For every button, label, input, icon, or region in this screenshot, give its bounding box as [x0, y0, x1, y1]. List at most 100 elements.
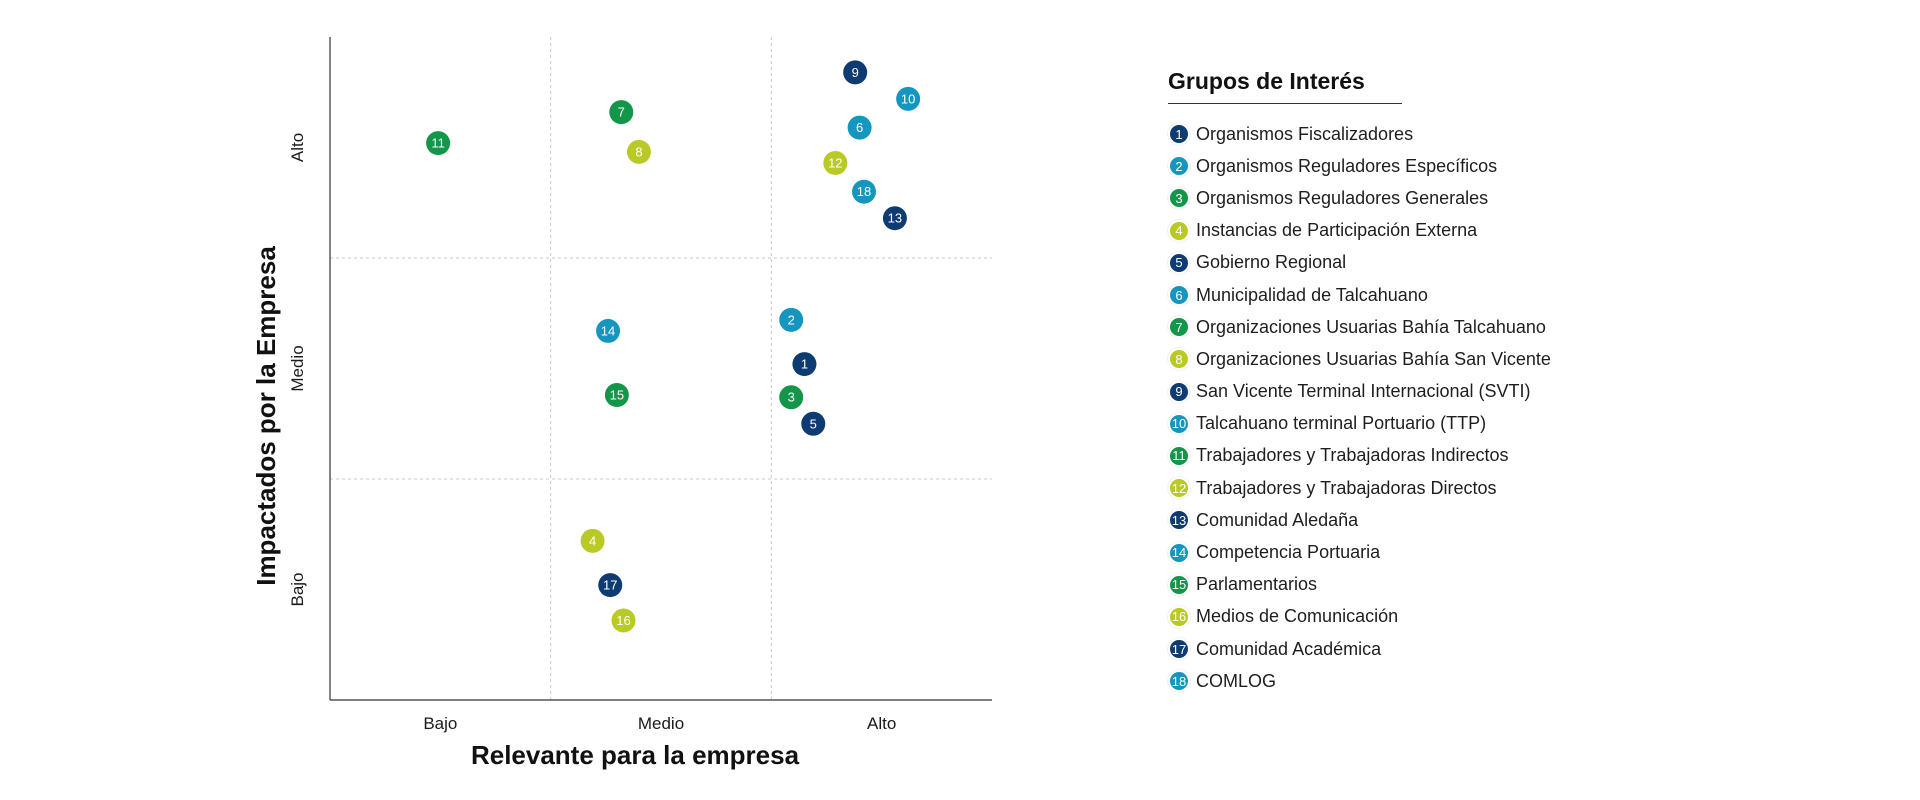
- legend-item: 2 Organismos Reguladores Específicos: [1168, 150, 1728, 182]
- data-point-marker: [611, 608, 636, 633]
- legend-marker: 11: [1168, 444, 1190, 467]
- legend-item: 11 Trabajadores y Trabajadoras Indirectos: [1168, 440, 1728, 472]
- data-point-label: 18: [857, 184, 871, 199]
- legend-title: Grupos de Interés: [1168, 68, 1402, 104]
- x-tick-label: Alto: [867, 714, 896, 733]
- data-point-marker: [801, 411, 826, 436]
- y-tick-label: Alto: [288, 133, 307, 162]
- y-tick-labels: Bajo Medio Alto: [288, 133, 307, 607]
- y-axis-title: Impactados por la Empresa: [251, 246, 281, 586]
- x-tick-label: Bajo: [423, 714, 457, 733]
- legend-item: 15 Parlamentarios: [1168, 569, 1728, 601]
- x-axis-title: Relevante para la empresa: [471, 740, 800, 770]
- x-tick-label: Medio: [638, 714, 684, 733]
- data-point: 3: [779, 385, 804, 410]
- data-point-marker: [580, 528, 605, 553]
- legend-label: Trabajadores y Trabajadoras Indirectos: [1196, 445, 1509, 466]
- data-point-marker: [823, 150, 848, 175]
- legend-item: 12 Trabajadores y Trabajadoras Directos: [1168, 472, 1728, 504]
- x-tick-labels: Bajo Medio Alto: [423, 714, 896, 733]
- data-point-label: 10: [901, 91, 915, 106]
- data-point: 14: [596, 318, 621, 343]
- data-point: 6: [847, 115, 872, 140]
- data-point: 5: [801, 411, 826, 436]
- legend-label: Organismos Reguladores Generales: [1196, 187, 1489, 208]
- data-point-label: 16: [616, 613, 630, 628]
- data-point: 10: [896, 86, 921, 111]
- data-point-label: 4: [589, 533, 596, 548]
- data-point-marker: [882, 206, 907, 231]
- data-point-marker: [626, 139, 651, 164]
- legend-label: COMLOG: [1196, 670, 1277, 691]
- legend-label: Gobierno Regional: [1196, 252, 1347, 273]
- data-point-label: 8: [635, 144, 642, 159]
- y-tick-label: Medio: [288, 345, 307, 391]
- legend-item: 16 Medios de Comunicación: [1168, 601, 1728, 633]
- legend-marker: 13: [1168, 509, 1190, 532]
- data-point-label: 14: [601, 323, 615, 338]
- y-tick-label: Bajo: [288, 572, 307, 606]
- data-point: 16: [611, 608, 636, 633]
- legend-item: 14 Competencia Portuaria: [1168, 536, 1728, 568]
- data-point: 11: [426, 131, 451, 156]
- legend-marker: 9: [1168, 380, 1190, 403]
- data-point-marker: [847, 115, 872, 140]
- legend-label: Talcahuano terminal Portuario (TTP): [1196, 413, 1487, 434]
- legend-marker: 5: [1168, 251, 1190, 274]
- data-point: 15: [604, 383, 629, 408]
- legend-label: Parlamentarios: [1196, 574, 1318, 595]
- data-point: 17: [598, 573, 623, 598]
- legend-item: 7 Organizaciones Usuarias Bahía Talcahuan…: [1168, 311, 1728, 343]
- data-point: 7: [609, 100, 634, 125]
- legend-marker: 3: [1168, 187, 1190, 210]
- data-point-marker: [896, 86, 921, 111]
- data-point-marker: [779, 385, 804, 410]
- data-point-marker: [596, 318, 621, 343]
- data-point-label: 17: [603, 578, 617, 593]
- data-point-label: 1: [801, 357, 808, 372]
- legend-item: 13 Comunidad Aledaña: [1168, 504, 1728, 536]
- legend-label: Comunidad Académica: [1196, 638, 1382, 659]
- legend-marker: 2: [1168, 155, 1190, 178]
- legend-marker: 15: [1168, 573, 1190, 596]
- legend-label: Competencia Portuaria: [1196, 542, 1381, 563]
- scatter-plot: Bajo Medio Alto Bajo Medio Alto 12 3 4 5 6 7 8 9 10 1…: [251, 37, 992, 770]
- data-point: 12: [823, 150, 848, 175]
- legend-item: 17 Comunidad Académica: [1168, 633, 1728, 665]
- legend-label: Organizaciones Usuarias Bahía San Vicent…: [1196, 348, 1551, 369]
- data-point-label: 3: [788, 390, 795, 405]
- legend-label: Trabajadores y Trabajadoras Directos: [1196, 477, 1497, 498]
- legend-marker: 8: [1168, 348, 1190, 371]
- data-point-label: 12: [828, 155, 842, 170]
- data-point: 8: [626, 139, 651, 164]
- legend-label: Organizaciones Usuarias Bahía Talcahuano: [1196, 316, 1546, 337]
- data-point-marker: [843, 60, 868, 85]
- data-point-label: 15: [610, 388, 624, 403]
- legend-item: 4 Instancias de Participación Externa: [1168, 215, 1728, 247]
- data-point-label: 6: [856, 120, 863, 135]
- data-point-label: 5: [810, 416, 817, 431]
- data-point-marker: [426, 131, 451, 156]
- legend-list: 1 Organismos Fiscalizadores 2 Organismos Re…: [1168, 118, 1728, 697]
- data-point: 9: [843, 60, 868, 85]
- legend-label: Instancias de Participación Externa: [1196, 220, 1478, 241]
- grid-lines: [330, 37, 992, 700]
- legend-item: 3 Organismos Reguladores Generales: [1168, 182, 1728, 214]
- data-point-marker: [792, 352, 817, 377]
- legend-item: 1 Organismos Fiscalizadores: [1168, 118, 1728, 150]
- legend-marker: 10: [1168, 412, 1190, 435]
- legend-item: 18 COMLOG: [1168, 665, 1728, 697]
- data-point: 4: [580, 528, 605, 553]
- legend-marker: 6: [1168, 284, 1190, 307]
- legend-label: Organismos Reguladores Específicos: [1196, 155, 1498, 176]
- legend-marker: 14: [1168, 541, 1190, 564]
- legend-marker: 7: [1168, 316, 1190, 339]
- legend-label: Organismos Fiscalizadores: [1196, 123, 1414, 144]
- legend-item: 6 Municipalidad de Talcahuano: [1168, 279, 1728, 311]
- data-point-marker: [604, 383, 629, 408]
- data-point: 1: [792, 352, 817, 377]
- data-point-marker: [609, 100, 634, 125]
- legend-marker: 1: [1168, 123, 1190, 146]
